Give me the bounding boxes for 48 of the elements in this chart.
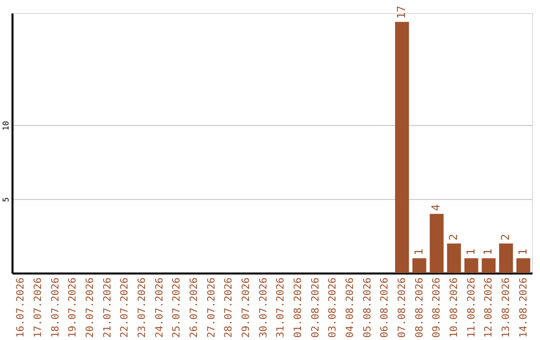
bar — [430, 214, 444, 273]
x-tick-label: 12.08.2026 — [484, 278, 495, 338]
x-tick-label: 21.07.2026 — [102, 278, 114, 338]
x-tick-label: 06.08.2026 — [380, 278, 391, 338]
x-tick-label: 26.07.2026 — [189, 278, 200, 338]
x-tick-label: 16.07.2026 — [16, 278, 27, 338]
x-tick-label: 01.08.2026 — [293, 278, 304, 338]
bar — [482, 258, 496, 273]
x-tick-label: 17.07.2026 — [33, 278, 44, 338]
x-tick-label: 09.08.2026 — [432, 278, 443, 338]
data-label: 2 — [447, 234, 460, 240]
bar — [516, 258, 530, 273]
x-tick-label: 27.07.2026 — [206, 278, 218, 338]
x-tick-label: 28.07.2026 — [224, 278, 235, 338]
bar — [464, 258, 478, 273]
y-tick-label: 5 — [2, 197, 10, 202]
x-tick-label: 13.08.2026 — [501, 278, 512, 338]
x-tick-label: 05.08.2026 — [362, 278, 374, 338]
bar — [412, 258, 426, 273]
x-tick-label: 30.07.2026 — [258, 278, 270, 338]
x-tick-label: 10.08.2026 — [449, 278, 460, 338]
data-label: 4 — [430, 204, 443, 211]
bar — [499, 243, 513, 273]
x-tick-label: 20.07.2026 — [85, 278, 96, 338]
y-tick-label: 10 — [2, 120, 10, 131]
data-label: 1 — [464, 248, 478, 256]
x-tick-label: 24.07.2026 — [154, 278, 166, 338]
x-tick-label: 31.07.2026 — [276, 278, 287, 338]
x-tick-label: 22.07.2026 — [120, 278, 131, 338]
x-tick-label: 02.08.2026 — [310, 278, 322, 338]
x-tick-label: 29.07.2026 — [241, 278, 252, 338]
x-tick-label: 03.08.2026 — [328, 278, 339, 338]
bar — [447, 243, 461, 273]
data-label: 2 — [499, 234, 512, 240]
x-tick-label: 18.07.2026 — [50, 278, 62, 338]
x-tick-label: 08.08.2026 — [414, 278, 426, 338]
x-tick-label: 07.08.2026 — [397, 278, 408, 338]
data-label: 1 — [412, 248, 426, 256]
bar — [395, 22, 409, 273]
x-tick-label: 23.07.2026 — [137, 278, 148, 338]
x-tick-label: 14.08.2026 — [518, 278, 530, 338]
x-tick-label: 11.08.2026 — [466, 278, 478, 338]
data-label: 1 — [516, 248, 530, 256]
data-label: 17 — [395, 6, 408, 19]
x-tick-label: 25.07.2026 — [172, 278, 183, 338]
x-tick-label: 19.07.2026 — [68, 278, 79, 338]
data-label: 1 — [482, 248, 495, 256]
x-tick-label: 04.08.2026 — [345, 278, 356, 338]
